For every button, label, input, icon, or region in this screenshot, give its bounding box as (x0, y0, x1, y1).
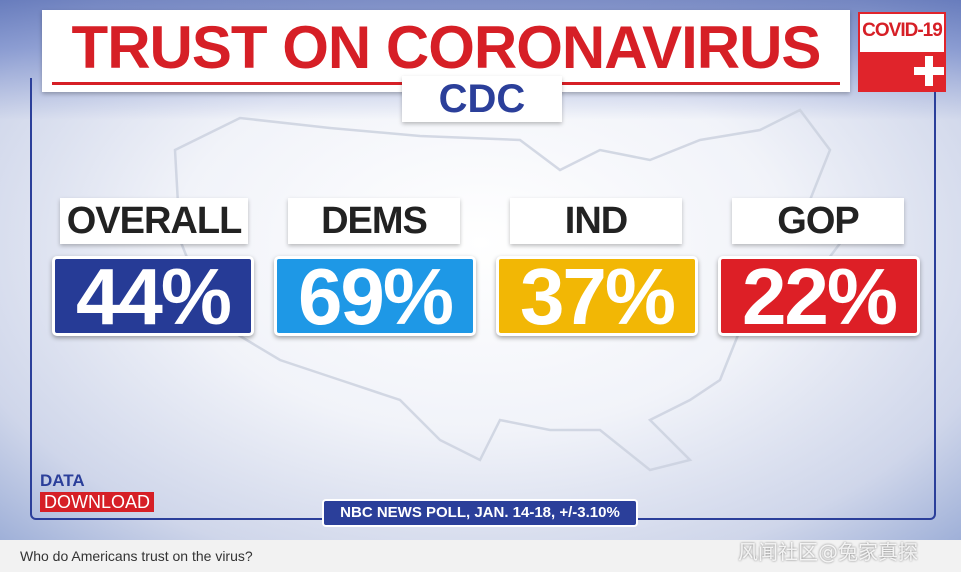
subtitle-box: CDC (402, 76, 562, 122)
chart-subtitle: CDC (438, 77, 526, 121)
category-label-ind: IND (510, 198, 682, 244)
poll-graphic: TRUST ON CORONAVIRUS CDC COVID-19 OVERAL… (0, 0, 961, 540)
covid-badge: COVID-19 (858, 12, 946, 92)
watermark: 风闻社区@兔家真探 (738, 540, 918, 564)
logo-line-1: DATA (40, 471, 85, 490)
category-label-dems: DEMS (288, 198, 460, 244)
title-box: TRUST ON CORONAVIRUS (42, 10, 850, 92)
value-box-overall: 44% (52, 256, 254, 337)
value-box-dems: 69% (274, 256, 476, 337)
value-box-ind: 37% (496, 256, 698, 337)
category-label-gop: GOP (732, 198, 904, 244)
caption: Who do Americans trust on the virus? (20, 548, 253, 564)
source-bar: NBC NEWS POLL, JAN. 14-18, +/-3.10% (322, 499, 638, 527)
covid-badge-label: COVID-19 (862, 20, 943, 41)
us-map-background (173, 108, 852, 472)
logo-line-2: DOWNLOAD (40, 492, 155, 512)
data-download-logo: DATA DOWNLOAD (40, 471, 155, 512)
cross-icon (914, 56, 944, 86)
chart-title: TRUST ON CORONAVIRUS (71, 14, 822, 81)
value-box-gop: 22% (718, 256, 920, 337)
category-label-overall: OVERALL (60, 198, 248, 244)
